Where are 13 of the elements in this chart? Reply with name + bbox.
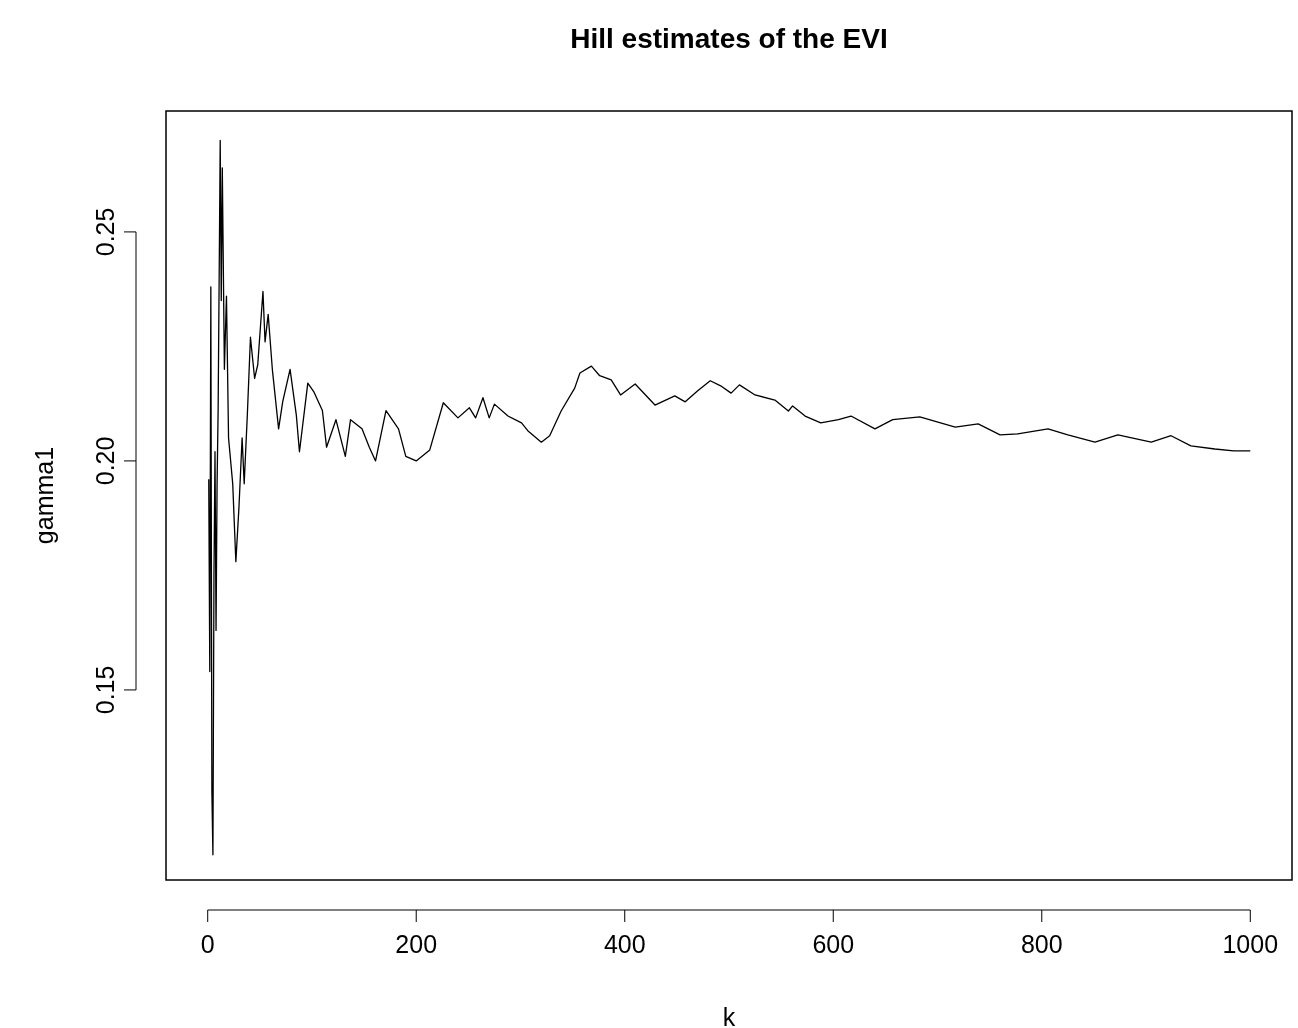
y-tick-label: 0.15 <box>91 665 119 715</box>
x-tick-label: 600 <box>812 930 855 958</box>
line-series <box>208 139 1251 856</box>
x-tick-label: 1000 <box>1222 930 1279 958</box>
y-axis-title: gamma1 <box>30 446 58 545</box>
x-tick-label: 200 <box>395 930 438 958</box>
y-tick-label: 0.20 <box>91 436 119 486</box>
x-axis-title: k <box>722 1003 736 1028</box>
x-tick-label: 800 <box>1020 930 1063 958</box>
chart-title: Hill estimates of the EVI <box>570 23 888 54</box>
y-tick-label: 0.25 <box>91 207 119 257</box>
x-tick-label: 400 <box>603 930 646 958</box>
x-tick-label: 0 <box>200 930 215 958</box>
